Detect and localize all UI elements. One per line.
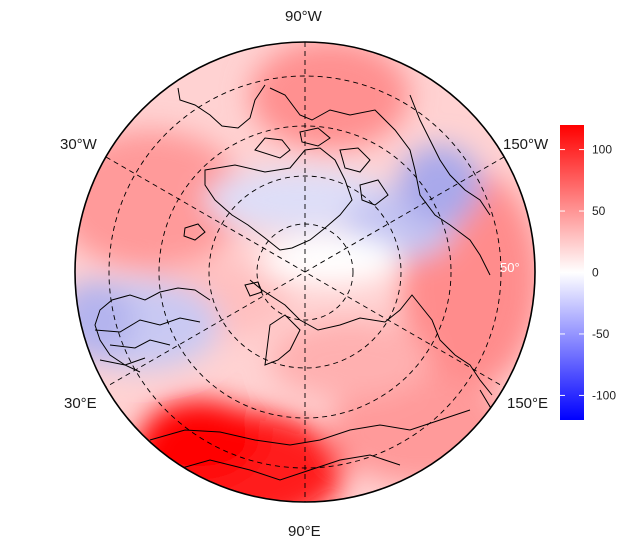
lon-label-upper-left: 30°W	[60, 136, 97, 153]
svalbard	[244, 281, 263, 297]
greenland-coast	[204, 147, 353, 251]
canadian-archipelago	[254, 127, 389, 206]
colorbar-tick-label: 100	[592, 143, 612, 157]
asia-borders	[149, 409, 471, 446]
graticule	[105, 42, 505, 502]
latitude-label: 50°	[500, 260, 520, 275]
colorbar-tick-label: 0	[592, 266, 599, 280]
asia-borders-2	[174, 454, 401, 481]
map-boundary	[74, 41, 536, 503]
lon-label-lower-right: 150°E	[507, 395, 549, 412]
siberia-coast	[249, 279, 493, 396]
lon-label-lower-left: 30°E	[64, 395, 97, 412]
lon-label-top: 90°W	[285, 8, 322, 25]
coastlines	[94, 84, 499, 481]
colorbar-tick-label: 50	[592, 204, 606, 218]
iceland	[183, 223, 206, 241]
colorbar-tick-label: -50	[592, 327, 610, 341]
alaska-coast	[409, 94, 491, 216]
colorbar: 100 50 0 -50 -100	[560, 125, 616, 420]
scandinavia-coast	[94, 287, 211, 373]
lon-label-bottom: 90°E	[288, 523, 321, 540]
colorbar-tick-label: -100	[592, 388, 616, 402]
novaya-zemlya	[264, 314, 301, 366]
lat-circle-70	[208, 175, 402, 369]
lon-label-upper-right: 150°W	[503, 136, 549, 153]
anomaly-field	[75, 42, 535, 502]
north-america-coast	[269, 87, 491, 276]
meridian-150	[105, 156, 505, 388]
hudson-bay-coast	[177, 84, 266, 129]
europe-borders	[94, 317, 201, 366]
